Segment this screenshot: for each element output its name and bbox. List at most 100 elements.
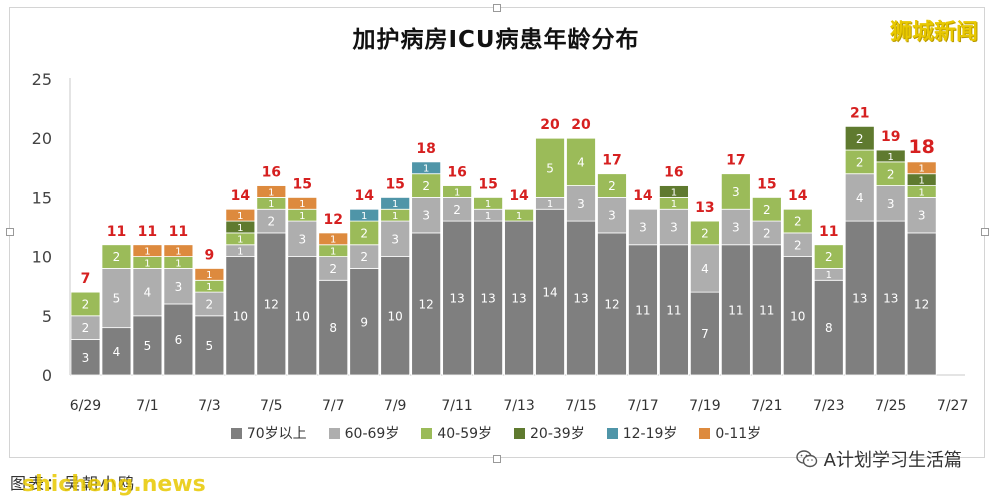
segment-value-label: 1: [826, 270, 832, 281]
segment-value-label: 2: [763, 203, 771, 217]
total-label: 17: [726, 153, 745, 169]
segment-value-label: 3: [732, 221, 740, 235]
segment-value-label: 11: [759, 303, 774, 317]
total-label: 20: [540, 117, 560, 133]
resize-handle-top[interactable]: [493, 4, 501, 12]
bar-segment: [875, 149, 906, 163]
segment-value-label: 1: [268, 199, 274, 210]
bar-segment: [256, 232, 287, 376]
segment-value-label: 1: [516, 211, 522, 222]
segment-value-label: 1: [268, 187, 274, 198]
segment-value-label: 2: [794, 238, 802, 252]
segment-value-label: 3: [918, 209, 926, 223]
bar-segment: [163, 268, 194, 305]
bar-segment: [132, 315, 163, 376]
segment-value-label: 12: [264, 298, 279, 312]
segment-value-label: 3: [670, 221, 678, 235]
resize-handle-left[interactable]: [6, 228, 14, 236]
total-label: 11: [138, 224, 157, 240]
x-tick-label: 7/13: [503, 398, 534, 414]
segment-value-label: 1: [144, 258, 150, 269]
bar-segment: [751, 244, 782, 376]
legend-label: 20-39岁: [530, 426, 585, 442]
segment-value-label: 13: [480, 292, 495, 306]
segment-value-label: 10: [790, 309, 805, 323]
segment-value-label: 2: [453, 203, 461, 217]
segment-value-label: 1: [671, 187, 677, 198]
y-tick-label: 0: [42, 366, 52, 385]
x-tick-label: 7/25: [875, 398, 906, 414]
bar-segment: [318, 279, 349, 376]
bar-chart: 0510152025322745211541111631111521191011…: [32, 70, 969, 414]
bar-segment: [813, 244, 844, 269]
bar-segment: [813, 279, 844, 376]
bar-segment: [751, 196, 782, 222]
bar-segment: [844, 173, 875, 222]
bar-segment: [628, 244, 658, 376]
segment-value-label: 11: [728, 303, 743, 317]
x-tick-label: 7/11: [441, 398, 472, 414]
legend-item: 40-59岁: [421, 423, 492, 443]
total-label: 13: [695, 200, 714, 216]
bar-segment: [659, 208, 689, 246]
legend-item: 0-11岁: [699, 423, 761, 443]
bar-segment: [70, 339, 101, 376]
bar-segment: [566, 220, 596, 376]
bar-segment: [411, 161, 442, 175]
segment-value-label: 4: [577, 155, 585, 169]
segment-value-label: 1: [206, 282, 212, 293]
bar-segment: [256, 185, 287, 198]
segment-value-label: 2: [825, 250, 833, 264]
total-label: 18: [908, 136, 934, 158]
segment-value-label: 2: [608, 179, 616, 193]
bar-segment: [225, 256, 256, 376]
bar-segment: [689, 291, 720, 376]
segment-value-label: 1: [206, 270, 212, 281]
chart-title: 加护病房ICU病患年龄分布: [352, 27, 640, 53]
resize-handle-right[interactable]: [981, 228, 989, 236]
segment-value-label: 12: [914, 298, 929, 312]
legend-label: 12-19岁: [622, 426, 678, 442]
bar-segment: [225, 208, 256, 222]
segment-value-label: 3: [391, 232, 399, 246]
bar-segment: [70, 291, 101, 317]
legend-label: 60-69岁: [344, 426, 400, 442]
resize-handle-bottom[interactable]: [493, 455, 501, 463]
total-label: 21: [850, 105, 869, 121]
total-label: 16: [664, 165, 683, 181]
segment-value-label: 5: [113, 292, 121, 306]
legend-label: 40-59岁: [437, 426, 493, 442]
segment-value-label: 2: [422, 179, 430, 193]
y-tick-label: 5: [42, 307, 52, 326]
total-label: 11: [819, 224, 838, 240]
legend-item: 70岁以上: [230, 423, 307, 443]
segment-value-label: 2: [856, 155, 864, 169]
segment-value-label: 1: [299, 211, 305, 222]
segment-value-label: 5: [206, 339, 214, 353]
bar-segment: [287, 256, 318, 376]
segment-value-label: 1: [144, 246, 150, 257]
bar-segment: [844, 125, 875, 151]
segment-value-label: 1: [392, 211, 398, 222]
bar-segment: [163, 303, 194, 376]
segment-value-label: 2: [856, 132, 864, 146]
segment-value-label: 1: [918, 175, 924, 186]
account-name: A计划学习生活篇: [823, 450, 962, 471]
segment-value-label: 2: [267, 215, 275, 229]
bar-segment: [720, 173, 751, 210]
total-label: 7: [81, 271, 91, 287]
bar-segment: [659, 185, 689, 198]
segment-value-label: 12: [604, 298, 619, 312]
bar-segment: [504, 220, 534, 376]
legend-swatch: [421, 427, 433, 439]
bar-segment: [906, 196, 937, 234]
segment-value-label: 11: [666, 303, 681, 317]
segment-value-label: 13: [883, 292, 898, 306]
x-tick-label: 7/17: [627, 398, 658, 414]
total-label: 14: [231, 188, 251, 204]
segment-value-label: 3: [732, 185, 740, 199]
segment-value-label: 4: [701, 262, 709, 276]
segment-value-label: 13: [852, 292, 867, 306]
bar-segment: [597, 173, 627, 198]
bar-segment: [132, 244, 163, 257]
